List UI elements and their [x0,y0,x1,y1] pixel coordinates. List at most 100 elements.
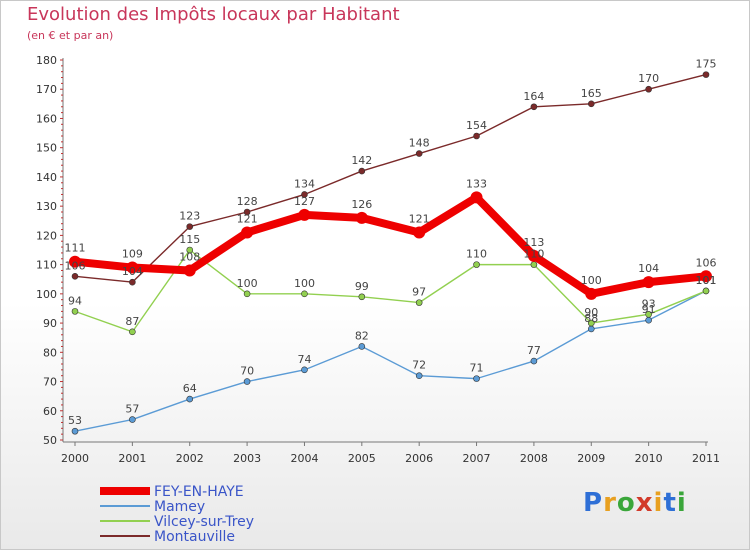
data-label-fey-en-haye: 104 [638,262,659,275]
data-point-mamey [71,427,79,435]
chart-title: Evolution des Impôts locaux par Habitant [27,4,400,25]
data-label-vilcey-sur-trey: 90 [584,306,598,319]
series-line-vilcey-sur-trey [74,249,707,333]
data-point-montauville [473,132,480,140]
data-point-montauville [129,278,136,286]
data-label-montauville: 123 [179,210,200,223]
data-point-montauville [358,167,366,175]
data-point-vilcey-sur-trey [645,311,652,318]
data-label-montauville: 170 [638,72,659,85]
data-label-montauville: 154 [466,119,487,132]
data-label-mamey: 57 [125,403,139,416]
data-label-montauville: 148 [409,137,430,150]
data-label-vilcey-sur-trey: 99 [355,280,369,293]
data-point-mamey [473,375,480,382]
y-tick-label: 180 [36,54,57,67]
data-point-vilcey-sur-trey [702,287,710,295]
data-label-fey-en-haye: 106 [696,256,717,269]
data-label-montauville: 134 [294,177,315,190]
legend-swatch-fey-en-haye [100,487,150,495]
data-point-mamey [645,316,652,324]
data-label-fey-en-haye: 121 [237,212,258,225]
data-label-fey-en-haye: 113 [523,236,544,249]
logo-letter: i [676,488,687,518]
data-point-montauville [587,100,595,108]
x-tick-label: 2006 [405,452,433,465]
data-point-montauville [186,223,194,230]
data-label-vilcey-sur-trey: 110 [523,248,544,261]
data-label-fey-en-haye: 127 [294,195,315,208]
legend-swatch-montauville [100,535,150,537]
data-label-mamey: 71 [470,362,484,375]
data-label-fey-en-haye: 100 [581,274,602,287]
data-point-montauville [301,191,308,198]
data-label-vilcey-sur-trey: 87 [125,315,139,328]
data-point-vilcey-sur-trey [71,308,79,315]
data-point-vilcey-sur-trey [415,299,423,306]
data-point-fey-en-haye [413,226,426,239]
data-point-vilcey-sur-trey [243,290,251,298]
x-tick-label: 2004 [290,452,318,465]
data-label-mamey: 88 [584,312,598,325]
x-tick-label: 2003 [233,452,261,465]
data-label-fey-en-haye: 108 [179,250,200,263]
proxiti-logo: Proxiti [583,488,687,518]
legend: FEY-EN-HAYE Mamey Vilcey-sur-Trey Montauvil… [100,484,360,545]
legend-label-mamey: Mamey [154,499,206,515]
y-tick-label: 130 [36,200,57,213]
y-tick-label: 100 [36,288,57,301]
legend-item-mamey: Mamey [100,499,360,515]
data-point-fey-en-haye [126,261,139,274]
data-label-mamey: 64 [183,382,197,395]
data-label-vilcey-sur-trey: 94 [68,294,82,307]
y-tick-label: 120 [36,229,57,242]
legend-label-montauville: Montauville [154,529,236,545]
data-point-vilcey-sur-trey [301,290,308,298]
data-point-montauville [702,71,710,78]
series-line-montauville [74,73,707,283]
series-line-fey-en-haye [71,193,710,298]
data-label-montauville: 128 [237,195,258,208]
x-tick-label: 2000 [61,452,89,465]
data-point-mamey [358,343,366,350]
logo-letter: P [583,488,604,518]
x-tick-label: 2011 [692,452,720,465]
data-label-vilcey-sur-trey: 100 [237,277,258,290]
data-point-fey-en-haye [642,276,655,289]
data-label-montauville: 175 [696,58,717,71]
data-label-fey-en-haye: 109 [122,248,143,261]
y-tick-label: 90 [43,317,57,330]
data-point-fey-en-haye [470,191,483,204]
data-point-mamey [129,416,136,423]
data-point-vilcey-sur-trey [530,261,538,268]
y-tick-label: 170 [36,83,57,96]
data-label-mamey: 74 [297,353,311,366]
y-tick-label: 140 [36,171,57,184]
data-point-mamey [587,325,595,333]
data-point-fey-en-haye [585,287,598,300]
logo-letter: t [663,488,677,518]
data-label-mamey: 82 [355,329,369,342]
series-line-mamey [74,290,707,432]
series-layer [69,71,712,435]
x-tick-label: 2008 [520,452,548,465]
legend-item-montauville: Montauville [100,529,360,545]
y-tick-label: 160 [36,112,57,125]
legend-swatch-vilcey-sur-trey [100,520,150,522]
data-label-mamey: 53 [68,414,82,427]
data-label-montauville: 106 [65,259,86,272]
x-tick-label: 2007 [463,452,491,465]
data-point-fey-en-haye [69,255,81,268]
data-point-vilcey-sur-trey [358,293,366,301]
data-point-montauville [415,150,423,157]
data-label-vilcey-sur-trey: 97 [412,286,426,299]
x-tick-label: 2010 [635,452,663,465]
data-label-fey-en-haye: 121 [409,212,430,225]
data-label-montauville: 165 [581,87,602,100]
data-point-mamey [243,378,251,385]
data-point-montauville [243,208,251,216]
data-label-mamey: 91 [642,303,656,316]
data-point-fey-en-haye [527,249,540,262]
data-label-montauville: 104 [122,265,143,278]
data-label-fey-en-haye: 126 [351,198,372,211]
